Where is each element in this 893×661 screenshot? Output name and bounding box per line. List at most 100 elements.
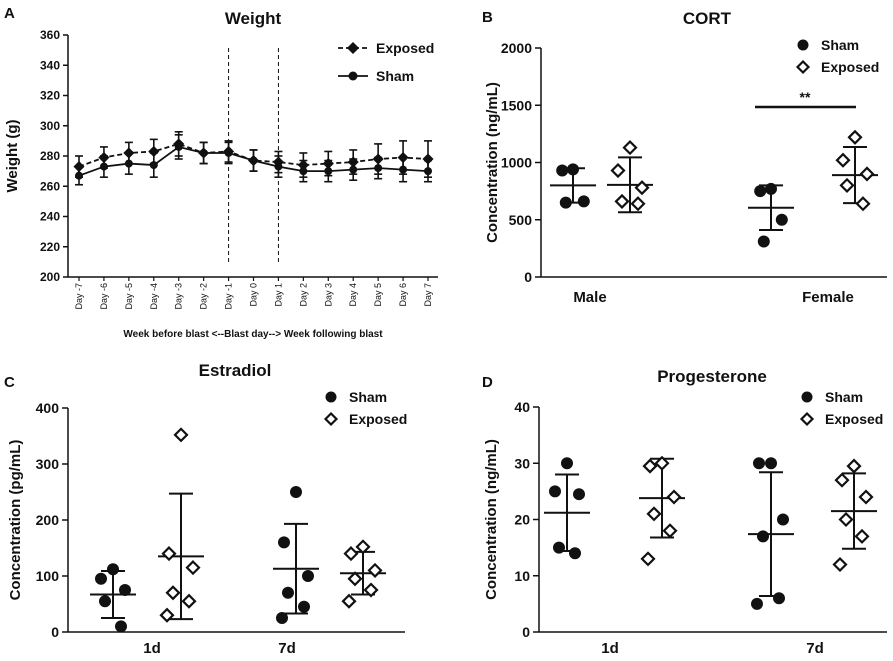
cort-exposed-point — [855, 196, 871, 212]
estradiol-exposed-point — [347, 571, 363, 587]
cort-legend-exposed-marker — [795, 59, 811, 75]
progesterone-legend-sham-marker — [801, 391, 813, 403]
cort-legend-sham-marker — [797, 39, 809, 51]
estradiol-sham-point — [302, 570, 314, 582]
weight-x-tick-label: Day -5 — [124, 283, 134, 310]
cort-sham-point — [775, 213, 788, 226]
estradiol-exposed-point — [161, 546, 177, 562]
cort-x-category-label: Female — [802, 289, 854, 306]
estradiol-y-tick-label: 400 — [36, 400, 60, 416]
estradiol-y-axis-label: Concentration (pg/mL) — [7, 440, 24, 601]
progesterone-sham-point — [553, 541, 565, 554]
estradiol-x-category-label: 7d — [278, 640, 296, 657]
cort-sham-point — [765, 182, 777, 195]
weight-y-tick-label: 300 — [40, 119, 60, 133]
estradiol-x-category-label: 1d — [143, 640, 161, 657]
progesterone-sham-point — [765, 457, 777, 470]
estradiol-y-tick-label: 200 — [36, 512, 60, 528]
weight-sham-point — [124, 159, 133, 168]
estradiol-exposed-point — [159, 607, 175, 623]
progesterone-y-tick-label: 10 — [514, 568, 530, 584]
cort-sham-point — [556, 164, 569, 177]
weight-x-tick-label: Day 1 — [273, 283, 283, 307]
weight-sham-point — [399, 165, 408, 174]
estradiol-exposed-point — [165, 585, 181, 601]
cort-y-tick-label: 1000 — [501, 155, 532, 171]
weight-legend-sham-label: Sham — [376, 68, 414, 84]
estradiol-sham-point — [95, 572, 107, 585]
weight-sham-point — [174, 142, 183, 151]
progesterone-sham-point — [751, 597, 763, 610]
estradiol-exposed-point — [185, 560, 201, 576]
weight-legend-sham-marker — [348, 71, 358, 81]
weight-x-tick-label: Day 7 — [423, 283, 433, 307]
weight-x-tick-label: Day 6 — [398, 283, 408, 307]
progesterone-sham-point — [777, 513, 789, 526]
estradiol-y-tick-label: 0 — [51, 624, 59, 640]
weight-x-tick-label: Day 3 — [323, 283, 333, 307]
estradiol-exposed-point — [367, 562, 383, 578]
weight-x-tick-label: Day 4 — [348, 283, 358, 307]
cort-exposed-point — [859, 166, 875, 182]
weight-y-axis-label: Weight (g) — [4, 119, 21, 192]
cort-exposed-point — [839, 177, 855, 193]
weight-y-tick-label: 240 — [40, 210, 60, 224]
estradiol-legend-exposed-marker — [323, 411, 339, 427]
progesterone-exposed-point — [838, 511, 854, 528]
estradiol-y-tick-label: 300 — [36, 456, 60, 472]
cort-sham-point — [577, 195, 590, 208]
cort-legend-sham-label: Sham — [821, 37, 859, 53]
progesterone-sham-point — [561, 457, 573, 470]
progesterone-legend-exposed-label: Exposed — [825, 411, 883, 427]
estradiol-sham-point — [282, 586, 294, 599]
panel-letter-a: A — [4, 5, 15, 22]
weight-x-tick-label: Day -1 — [224, 283, 234, 310]
weight-y-tick-label: 360 — [40, 28, 60, 42]
progesterone-title: Progesterone — [657, 367, 767, 386]
cort-title: CORT — [683, 9, 732, 28]
progesterone-exposed-point — [662, 523, 678, 539]
weight-title: Weight — [225, 9, 282, 28]
progesterone-sham-point — [757, 530, 769, 543]
cort-exposed-point — [630, 196, 646, 212]
cort-y-axis-label: Concentration (ng/mL) — [484, 82, 501, 243]
cort-y-tick-label: 500 — [509, 212, 533, 228]
progesterone-y-tick-label: 20 — [514, 512, 530, 528]
weight-legend-exposed-label: Exposed — [376, 40, 434, 56]
weight-x-tick-label: Day -3 — [174, 283, 184, 310]
weight-chart: Weight 200 220 240 260 280 300 320 340 360 Day -7 D… — [4, 9, 438, 340]
estradiol-sham-point — [276, 612, 288, 624]
progesterone-x-category-label: 1d — [601, 640, 619, 657]
weight-y-tick-label: 280 — [40, 149, 60, 163]
progesterone-exposed-point — [854, 528, 870, 544]
progesterone-y-tick-label: 30 — [514, 455, 530, 471]
estradiol-sham-point — [278, 536, 290, 549]
weight-sham-point — [274, 162, 283, 171]
cort-exposed-point — [847, 129, 863, 145]
progesterone-x-category-label: 7d — [806, 640, 824, 657]
estradiol-y-tick-label: 100 — [36, 568, 60, 584]
weight-sham-point — [374, 164, 383, 173]
cort-legend-exposed-label: Exposed — [821, 59, 879, 75]
cort-exposed-point — [614, 193, 630, 209]
cort-y-tick-label: 1500 — [501, 97, 532, 113]
estradiol-title: Estradiol — [199, 361, 272, 380]
estradiol-exposed-point — [173, 427, 189, 443]
progesterone-sham-point — [573, 488, 585, 501]
progesterone-legend-exposed-marker — [799, 411, 815, 427]
estradiol-sham-point — [115, 620, 127, 633]
weight-sham-point — [349, 165, 358, 174]
estradiol-sham-point — [107, 563, 119, 576]
progesterone-exposed-point — [834, 472, 850, 488]
panel-letter-c: C — [4, 374, 15, 391]
progesterone-sham-point — [753, 457, 765, 470]
weight-sham-point — [299, 167, 308, 176]
weight-x-tick-label: Day -4 — [149, 283, 159, 310]
weight-sham-point — [149, 161, 158, 170]
cort-x-category-label: Male — [573, 289, 606, 306]
cort-exposed-point — [622, 140, 638, 156]
progesterone-y-tick-label: 40 — [514, 399, 530, 415]
estradiol-exposed-point — [355, 539, 371, 555]
progesterone-exposed-point — [846, 458, 862, 474]
